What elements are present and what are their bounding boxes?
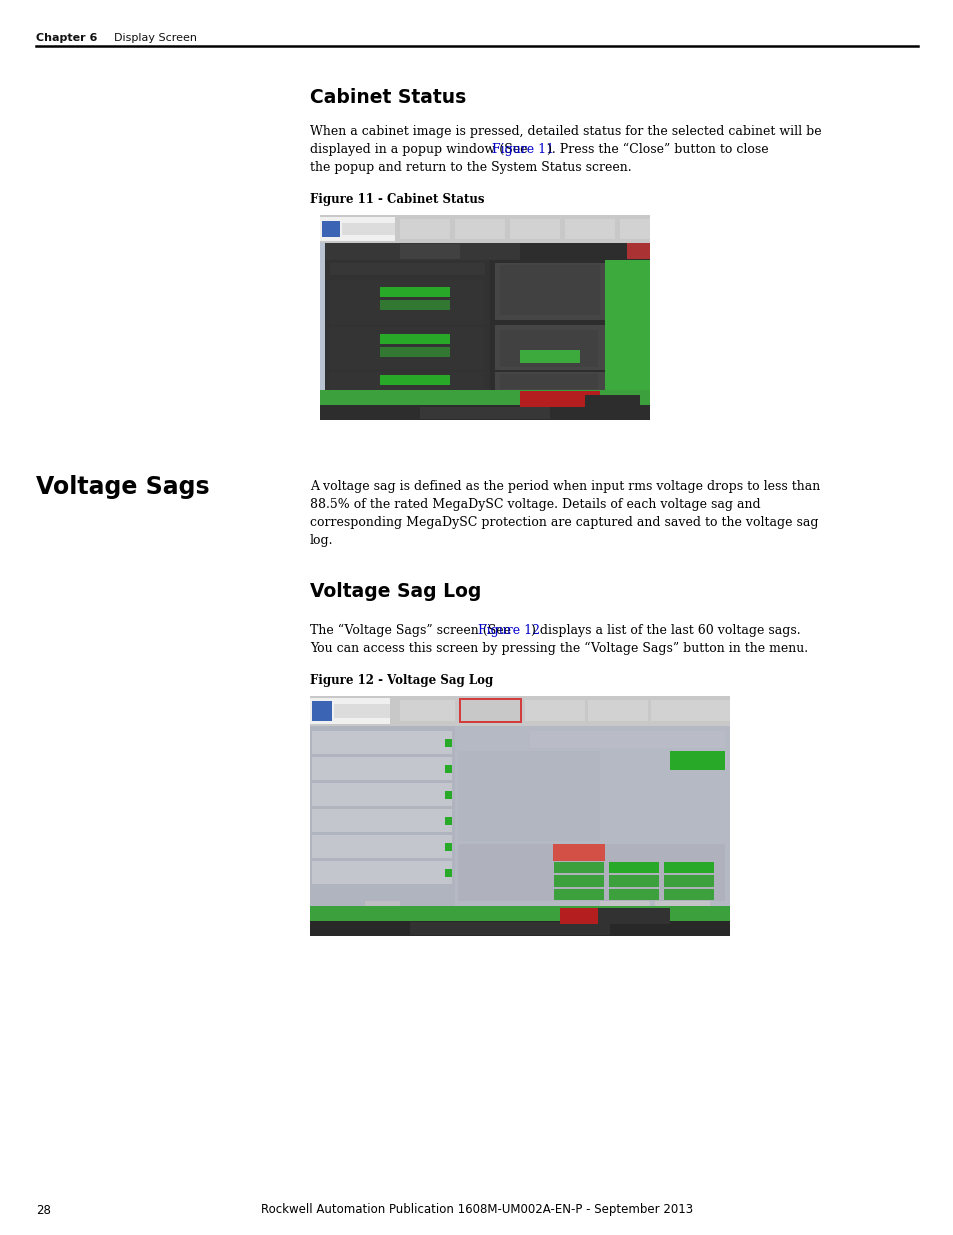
Text: Rockwell Automation Publication 1608M-UM002A-EN-P - September 2013: Rockwell Automation Publication 1608M-UM… xyxy=(261,1203,692,1216)
Text: Chapter 6: Chapter 6 xyxy=(36,33,97,43)
Text: Voltage Sags: Voltage Sags xyxy=(36,475,210,499)
Text: Figure 11: Figure 11 xyxy=(492,143,554,156)
Text: Figure 12 - Voltage Sag Log: Figure 12 - Voltage Sag Log xyxy=(310,674,493,687)
Text: Figure 12: Figure 12 xyxy=(477,624,539,637)
Text: ). Press the “Close” button to close: ). Press the “Close” button to close xyxy=(546,143,768,156)
Text: displayed in a popup window (See: displayed in a popup window (See xyxy=(310,143,527,156)
Text: corresponding MegaDySC protection are captured and saved to the voltage sag: corresponding MegaDySC protection are ca… xyxy=(310,516,818,529)
Text: log.: log. xyxy=(310,534,334,547)
Text: Figure 11 - Cabinet Status: Figure 11 - Cabinet Status xyxy=(310,193,484,206)
Text: Voltage Sag Log: Voltage Sag Log xyxy=(310,582,481,601)
Text: 28: 28 xyxy=(36,1203,51,1216)
Text: A voltage sag is defined as the period when input rms voltage drops to less than: A voltage sag is defined as the period w… xyxy=(310,480,820,493)
Text: When a cabinet image is pressed, detailed status for the selected cabinet will b: When a cabinet image is pressed, detaile… xyxy=(310,125,821,138)
Text: ) displays a list of the last 60 voltage sags.: ) displays a list of the last 60 voltage… xyxy=(531,624,800,637)
Text: You can access this screen by pressing the “Voltage Sags” button in the menu.: You can access this screen by pressing t… xyxy=(310,642,807,656)
Text: The “Voltage Sags” screen (See: The “Voltage Sags” screen (See xyxy=(310,624,515,637)
Text: 88.5% of the rated MegaDySC voltage. Details of each voltage sag and: 88.5% of the rated MegaDySC voltage. Det… xyxy=(310,498,760,511)
Text: the popup and return to the System Status screen.: the popup and return to the System Statu… xyxy=(310,161,631,174)
Text: Display Screen: Display Screen xyxy=(114,33,197,43)
Text: Cabinet Status: Cabinet Status xyxy=(310,88,466,107)
